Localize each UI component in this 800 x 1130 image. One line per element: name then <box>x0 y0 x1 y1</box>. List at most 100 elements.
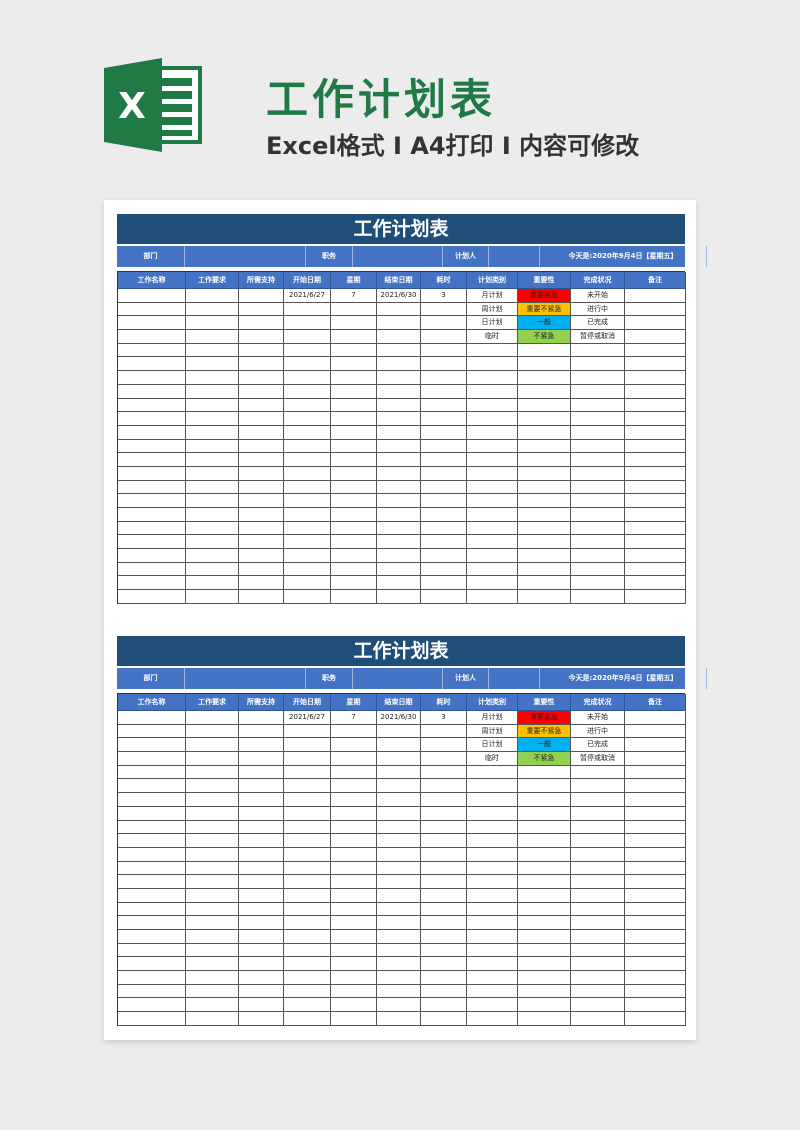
table-cell[interactable] <box>118 357 186 372</box>
table-cell[interactable] <box>118 875 186 889</box>
table-cell[interactable] <box>186 779 239 794</box>
table-cell[interactable] <box>118 480 186 495</box>
table-cell[interactable] <box>186 847 239 862</box>
table-cell[interactable] <box>331 834 377 848</box>
table-cell[interactable] <box>284 861 331 876</box>
table-cell[interactable] <box>331 549 377 563</box>
table-cell[interactable] <box>377 371 421 385</box>
table-cell[interactable]: 周计划 <box>467 302 518 317</box>
table-cell[interactable] <box>421 330 467 344</box>
table-cell[interactable]: 月计划 <box>467 289 518 303</box>
table-cell[interactable] <box>467 765 518 780</box>
table-cell[interactable] <box>331 371 377 385</box>
table-cell[interactable] <box>518 535 571 550</box>
table-cell[interactable] <box>571 793 625 807</box>
table-cell[interactable] <box>186 724 239 739</box>
table-cell[interactable] <box>284 590 331 604</box>
table-cell[interactable] <box>571 521 625 536</box>
table-cell[interactable] <box>118 724 186 739</box>
table-cell[interactable] <box>421 453 467 467</box>
table-cell[interactable] <box>284 793 331 807</box>
table-cell[interactable] <box>284 521 331 536</box>
table-cell[interactable] <box>239 738 284 753</box>
table-cell[interactable] <box>571 494 625 508</box>
table-cell[interactable] <box>518 861 571 876</box>
table-cell[interactable] <box>186 439 239 454</box>
table-cell[interactable] <box>377 398 421 413</box>
table-cell[interactable] <box>467 357 518 372</box>
table-cell[interactable] <box>331 384 377 399</box>
table-cell[interactable] <box>467 902 518 917</box>
table-cell[interactable] <box>467 806 518 821</box>
info-cell[interactable] <box>353 246 443 267</box>
table-cell[interactable] <box>331 724 377 739</box>
table-cell[interactable] <box>118 971 186 985</box>
table-cell[interactable] <box>284 425 331 440</box>
table-cell[interactable] <box>239 357 284 372</box>
table-cell[interactable] <box>284 384 331 399</box>
table-cell[interactable] <box>625 711 686 725</box>
table-cell[interactable] <box>331 535 377 550</box>
table-cell[interactable] <box>421 521 467 536</box>
table-cell[interactable] <box>239 398 284 413</box>
table-cell[interactable] <box>118 711 186 725</box>
table-cell[interactable] <box>331 930 377 944</box>
info-cell[interactable] <box>185 668 306 689</box>
table-cell[interactable] <box>625 425 686 440</box>
table-cell[interactable] <box>467 834 518 848</box>
table-cell[interactable] <box>625 576 686 591</box>
table-cell[interactable] <box>377 888 421 903</box>
table-cell[interactable] <box>518 820 571 835</box>
table-cell[interactable] <box>118 916 186 930</box>
table-cell[interactable] <box>421 371 467 385</box>
table-cell[interactable] <box>377 738 421 753</box>
table-cell[interactable] <box>518 888 571 903</box>
table-cell[interactable] <box>421 1012 467 1026</box>
table-cell[interactable] <box>331 330 377 344</box>
table-cell[interactable] <box>421 752 467 766</box>
table-cell[interactable] <box>284 316 331 331</box>
table-cell[interactable] <box>284 412 331 426</box>
table-cell[interactable] <box>284 943 331 958</box>
table-cell[interactable] <box>571 508 625 522</box>
table-cell[interactable] <box>421 957 467 972</box>
table-cell[interactable] <box>284 508 331 522</box>
table-cell[interactable] <box>625 875 686 889</box>
table-cell[interactable] <box>331 576 377 591</box>
table-cell[interactable] <box>118 738 186 753</box>
table-cell[interactable] <box>625 562 686 577</box>
table-cell[interactable] <box>571 535 625 550</box>
table-cell[interactable] <box>118 562 186 577</box>
table-cell[interactable] <box>118 861 186 876</box>
table-cell[interactable] <box>118 302 186 317</box>
table-cell[interactable] <box>239 371 284 385</box>
table-cell[interactable] <box>571 806 625 821</box>
table-cell[interactable] <box>467 521 518 536</box>
table-cell[interactable] <box>421 875 467 889</box>
table-cell[interactable] <box>518 412 571 426</box>
info-cell[interactable] <box>489 668 540 689</box>
table-cell[interactable] <box>118 453 186 467</box>
table-cell[interactable] <box>331 998 377 1013</box>
table-cell[interactable] <box>377 984 421 999</box>
table-cell[interactable]: 周计划 <box>467 724 518 739</box>
table-cell[interactable] <box>186 971 239 985</box>
table-cell[interactable] <box>239 971 284 985</box>
table-cell[interactable] <box>377 724 421 739</box>
table-cell[interactable] <box>518 916 571 930</box>
table-cell[interactable] <box>239 984 284 999</box>
table-cell[interactable] <box>421 549 467 563</box>
table-cell[interactable] <box>239 711 284 725</box>
table-cell[interactable] <box>284 466 331 481</box>
table-cell[interactable] <box>118 943 186 958</box>
table-cell[interactable] <box>186 494 239 508</box>
table-cell[interactable] <box>331 494 377 508</box>
table-cell[interactable] <box>186 330 239 344</box>
table-cell[interactable] <box>625 902 686 917</box>
table-cell[interactable] <box>518 834 571 848</box>
table-cell[interactable] <box>377 779 421 794</box>
table-cell[interactable] <box>571 466 625 481</box>
table-cell[interactable] <box>518 439 571 454</box>
table-cell[interactable] <box>284 930 331 944</box>
table-cell[interactable] <box>421 466 467 481</box>
